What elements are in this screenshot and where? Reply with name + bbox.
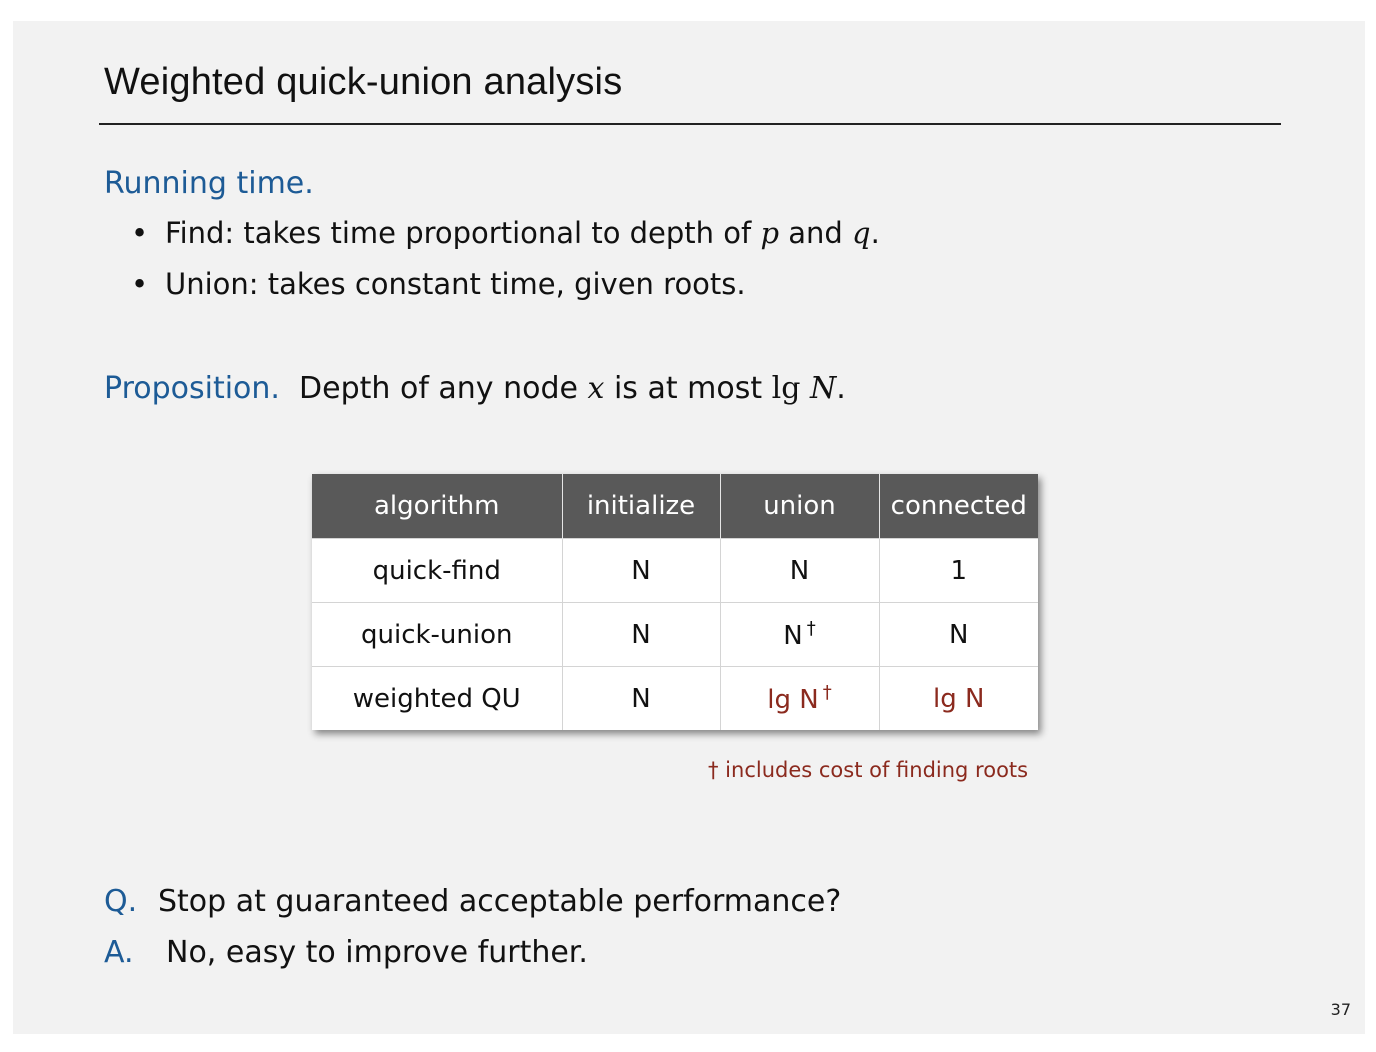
running-time-list: Find: takes time proportional to depth o… — [131, 216, 880, 318]
var-p: p — [760, 216, 780, 250]
cost-table: algorithm initialize union connected qui… — [312, 474, 1038, 730]
cell-algorithm: quick-union — [312, 602, 563, 667]
cell-union-value: lg N — [767, 685, 819, 715]
header-initialize: initialize — [562, 474, 721, 539]
running-time-heading: Running time. — [104, 166, 314, 201]
proposition: Proposition. Depth of any node x is at m… — [104, 371, 846, 406]
cell-algorithm: quick-find — [312, 538, 563, 603]
cell-initialize: N — [562, 666, 721, 730]
answer-label: A. — [104, 935, 134, 970]
cell-algorithm: weighted QU — [312, 666, 563, 730]
dagger-mark: † — [822, 682, 832, 703]
title-divider — [99, 123, 1281, 125]
cell-union-value: N — [783, 621, 803, 651]
header-algorithm: algorithm — [312, 474, 563, 539]
slide-title: Weighted quick-union analysis — [104, 61, 623, 103]
proposition-mid: is at most — [604, 371, 772, 406]
var-x: x — [587, 371, 605, 406]
cell-initialize: N — [562, 538, 721, 603]
answer: A. No, easy to improve further. — [104, 935, 588, 970]
proposition-text: Depth of any node — [299, 371, 588, 406]
cell-initialize: N — [562, 602, 721, 667]
answer-text: No, easy to improve further. — [166, 935, 588, 970]
cell-union: N † — [720, 602, 880, 667]
cell-union: N — [720, 538, 880, 603]
question-label: Q. — [104, 884, 138, 919]
question: Q. Stop at guaranteed acceptable performa… — [104, 884, 841, 919]
cell-connected: 1 — [879, 538, 1038, 603]
table-row: weighted QU N lg N † lg N — [312, 666, 1038, 730]
bullet-find-period: . — [870, 216, 880, 250]
page-number: 37 — [1330, 1000, 1351, 1019]
cell-connected: lg N — [879, 666, 1038, 730]
slide: Weighted quick-union analysis Running ti… — [13, 21, 1365, 1034]
table-footnote: † includes cost of finding roots — [708, 758, 1029, 782]
proposition-period: . — [836, 371, 846, 406]
header-union: union — [720, 474, 880, 539]
bullet-union-text: Union: takes constant time, given roots. — [165, 267, 746, 301]
bullet-union: Union: takes constant time, given roots. — [131, 267, 880, 318]
table-row: quick-union N N † N — [312, 602, 1038, 667]
bullet-find: Find: takes time proportional to depth o… — [131, 216, 880, 267]
lg-symbol: lg — [771, 371, 801, 406]
cell-union-value: N — [789, 555, 810, 586]
bullet-find-and: and — [779, 216, 853, 250]
bullet-find-text: Find: takes time proportional to depth o… — [165, 216, 761, 250]
table-row: quick-find N N 1 — [312, 538, 1038, 603]
cell-connected: N — [879, 602, 1038, 667]
var-N: N — [810, 371, 837, 406]
cell-union: lg N † — [720, 666, 880, 730]
header-connected: connected — [879, 474, 1038, 539]
var-q: q — [852, 216, 871, 250]
proposition-label: Proposition. — [104, 371, 280, 406]
dagger-mark: † — [806, 618, 816, 639]
table-header-row: algorithm initialize union connected — [312, 474, 1038, 539]
question-text: Stop at guaranteed acceptable performanc… — [158, 884, 842, 919]
